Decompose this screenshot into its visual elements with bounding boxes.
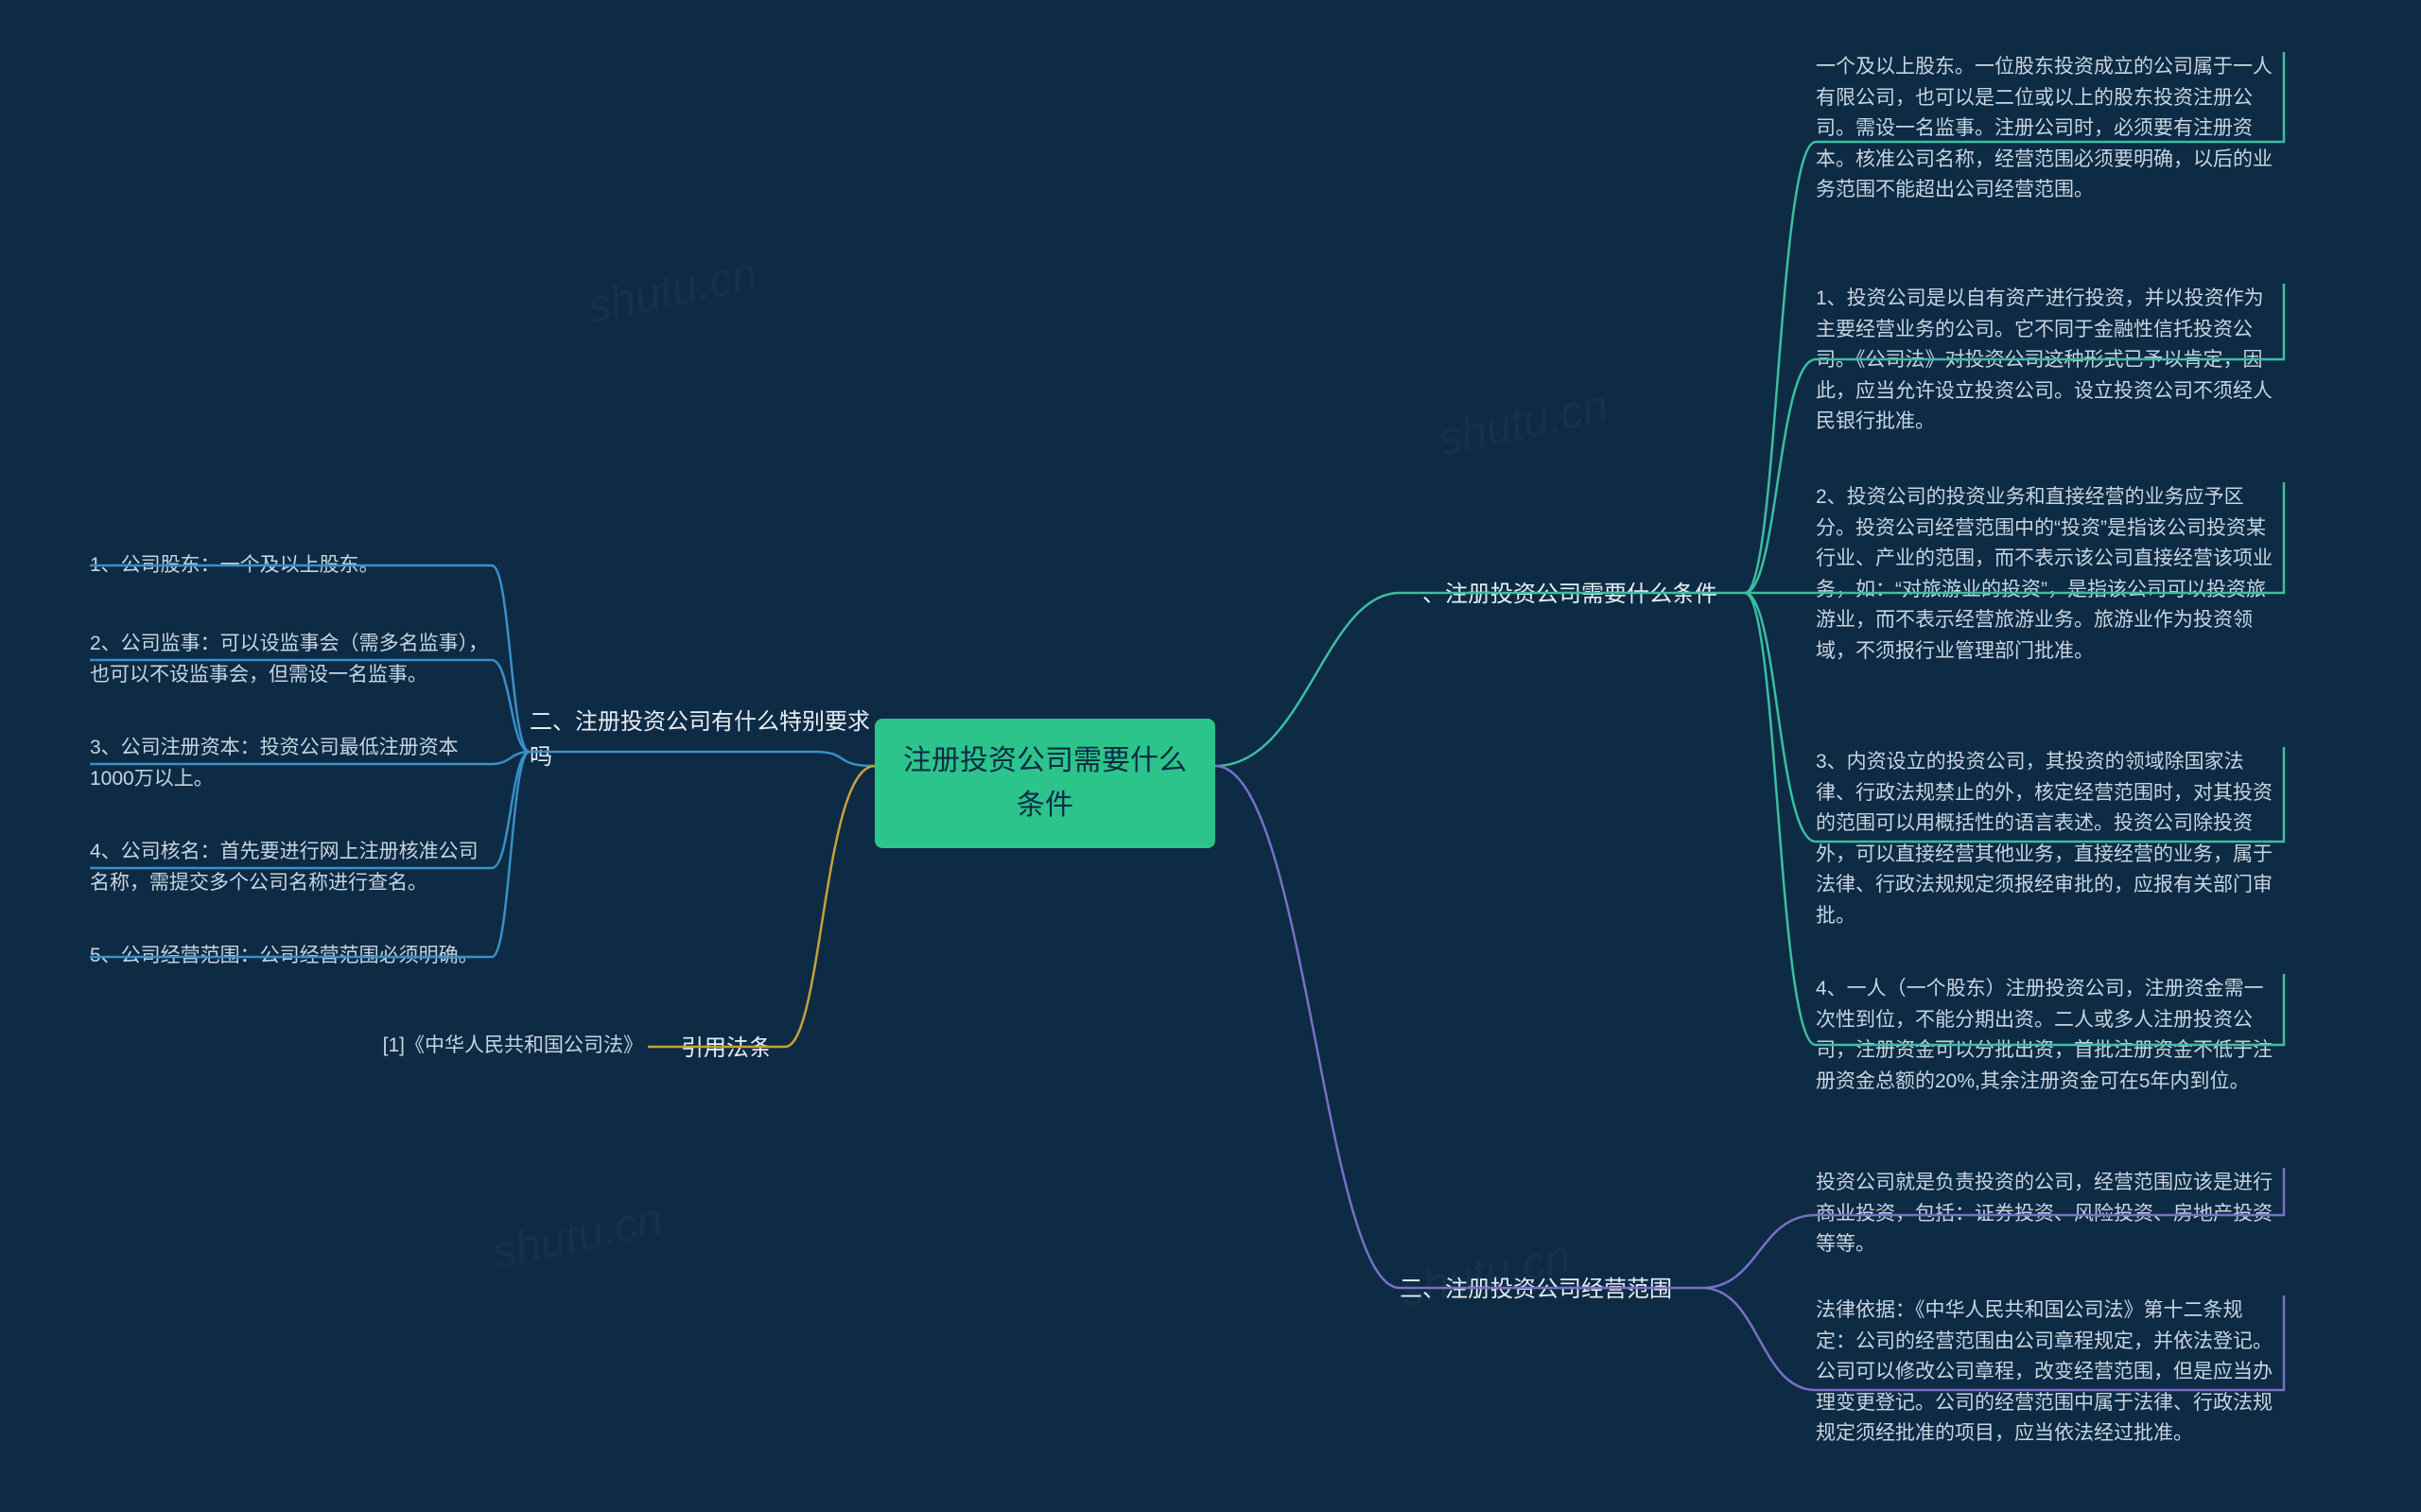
branch-left-2: 引用法条: [681, 1031, 772, 1066]
leaf-r1-2: 1、投资公司是以自有资产进行投资，并以投资作为主要经营业务的公司。它不同于金融性…: [1816, 284, 2279, 438]
leaf-r1-3: 2、投资公司的投资业务和直接经营的业务应予区分。投资公司经营范围中的“投资”是指…: [1816, 482, 2279, 667]
leaf-r1-4: 3、内资设立的投资公司，其投资的领域除国家法律、行政法规禁止的外，核定经营范围时…: [1816, 747, 2279, 931]
leaf-l1-5: 5、公司经营范围：公司经营范围必须明确。: [90, 941, 496, 972]
branch-left-1: 二、注册投资公司有什么特别要求吗: [530, 704, 889, 774]
leaf-r2-2: 法律依据：《中华人民共和国公司法》第十二条规定：公司的经营范围由公司章程规定，并…: [1816, 1295, 2279, 1450]
leaf-l1-2: 2、公司监事：可以设监事会（需多名监事），也可以不设监事会，但需设一名监事。: [90, 629, 496, 690]
watermark: shutu.cn: [488, 1193, 667, 1280]
leaf-l1-1: 1、公司股东：一个及以上股东。: [90, 550, 496, 582]
leaf-r1-1: 一个及以上股东。一位股东投资成立的公司属于一人有限公司，也可以是二位或以上的股东…: [1816, 52, 2279, 206]
leaf-l1-3: 3、公司注册资本：投资公司最低注册资本1000万以上。: [90, 733, 496, 794]
branch-right-2: 三、注册投资公司经营范围: [1400, 1272, 1672, 1307]
root-node: 注册投资公司需要什么条件: [875, 719, 1215, 848]
leaf-r2-1: 投资公司就是负责投资的公司，经营范围应该是进行商业投资，包括：证券投资、风险投资…: [1816, 1168, 2279, 1260]
watermark: shutu.cn: [1434, 380, 1612, 467]
watermark: shutu.cn: [583, 248, 761, 335]
branch-right-1: 一、注册投资公司需要什么条件: [1400, 577, 1717, 612]
leaf-l2-1: [1]《中华人民共和国公司法》: [284, 1031, 643, 1062]
leaf-r1-5: 4、一人（一个股东）注册投资公司，注册资金需一次性到位，不能分期出资。二人或多人…: [1816, 974, 2279, 1097]
leaf-l1-4: 4、公司核名：首先要进行网上注册核准公司名称，需提交多个公司名称进行查名。: [90, 837, 496, 898]
